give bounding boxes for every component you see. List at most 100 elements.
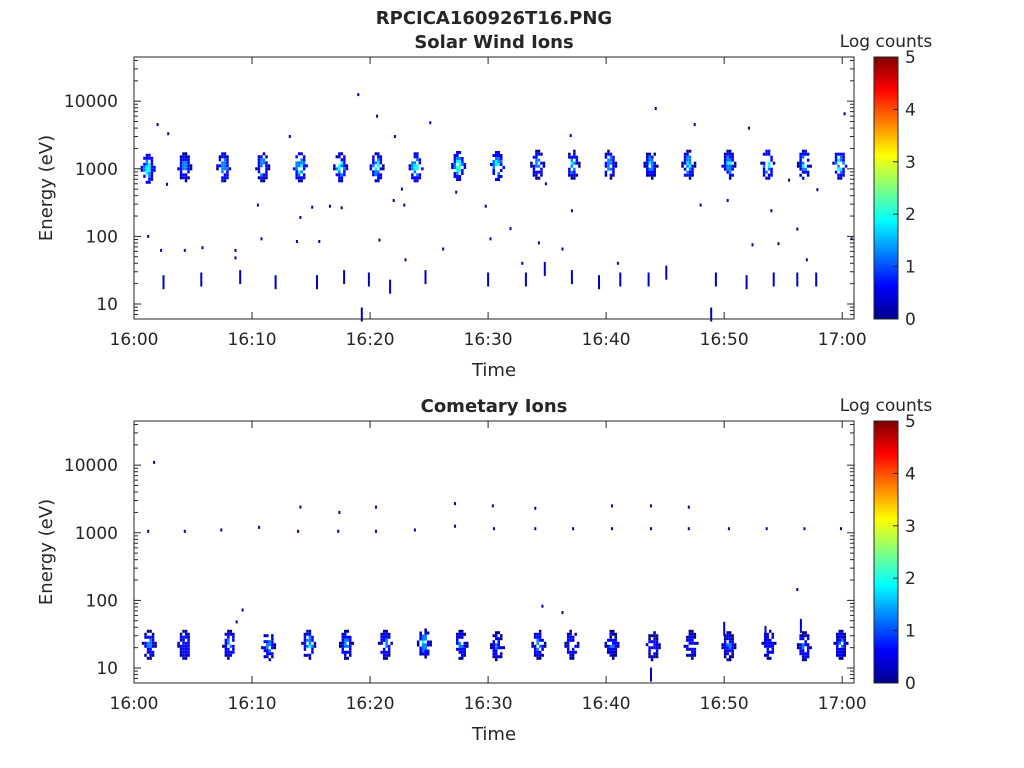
cometary-burst-cell bbox=[691, 635, 694, 639]
cometary-burst-cell bbox=[571, 638, 575, 642]
solar-wind-low-energy-mark bbox=[714, 272, 717, 287]
solar-wind-burst-cell bbox=[646, 152, 649, 156]
cometary-scatter-point bbox=[796, 588, 799, 591]
solar-wind-burst-cell bbox=[300, 161, 303, 165]
cometary-burst-cell bbox=[421, 637, 425, 641]
cometary-burst-cell bbox=[538, 638, 542, 642]
solar-wind-burst-cell bbox=[837, 158, 840, 162]
solar-wind-burst-cell bbox=[839, 152, 843, 156]
solar-wind-burst-cell bbox=[143, 174, 146, 178]
cometary-burst-cell bbox=[497, 655, 500, 659]
solar-wind-burst-cell bbox=[648, 167, 651, 171]
cometary-burst-cell bbox=[306, 629, 309, 633]
solar-wind-burst-cell bbox=[648, 161, 651, 165]
cometary-burst-cell bbox=[461, 650, 464, 654]
cometary-burst-cell bbox=[424, 637, 427, 641]
solar-wind-burst-cell bbox=[221, 152, 224, 156]
solar-wind-burst-cell bbox=[150, 162, 154, 166]
solar-wind-burst-cell bbox=[382, 167, 385, 171]
solar-wind-burst-cell bbox=[762, 164, 766, 168]
solar-wind-burst-cell bbox=[456, 154, 459, 157]
cometary-burst-cell bbox=[686, 653, 689, 657]
solar-wind-burst-cell bbox=[806, 152, 810, 156]
solar-wind-burst-cell bbox=[148, 174, 151, 178]
solar-wind-burst-cell bbox=[218, 164, 222, 168]
cometary-burst-cell bbox=[146, 641, 150, 645]
solar-wind-burst-cell bbox=[411, 164, 414, 168]
cometary-burst-cell bbox=[569, 632, 572, 636]
solar-wind-burst-cell bbox=[377, 173, 380, 177]
cometary-burst-cell bbox=[424, 643, 427, 647]
solar-wind-burst-cell bbox=[731, 173, 734, 177]
solar-wind-burst-cell bbox=[416, 164, 419, 168]
cometary-scatter-point bbox=[534, 506, 537, 510]
solar-wind-burst-cell bbox=[369, 164, 373, 168]
solar-wind-scatter-point bbox=[147, 234, 150, 238]
cometary-burst-cell bbox=[308, 644, 312, 648]
cometary-burst-cell bbox=[229, 632, 233, 636]
cometary-burst-cell bbox=[841, 629, 844, 633]
cometary-scatter-point bbox=[299, 505, 302, 509]
solar-wind-burst-cell bbox=[723, 158, 727, 162]
solar-wind-burst-cell bbox=[260, 173, 263, 177]
cometary-burst-cell bbox=[227, 647, 230, 651]
solar-wind-burst-cell bbox=[226, 164, 229, 168]
solar-wind-burst-cell bbox=[770, 158, 773, 162]
cometary-burst-cell bbox=[266, 640, 269, 644]
cometary-burst-cell bbox=[497, 631, 500, 635]
cometary-burst-cell bbox=[382, 632, 386, 636]
cometary-burst-cell bbox=[311, 638, 314, 642]
cometary-burst-cell bbox=[645, 643, 649, 647]
solar-wind-burst-cell bbox=[612, 164, 615, 168]
cometary-burst-cell bbox=[569, 635, 572, 639]
solar-wind-low-energy-mark bbox=[745, 275, 748, 290]
solar-wind-burst-cell bbox=[463, 166, 467, 169]
solar-wind-burst-cell bbox=[379, 176, 383, 180]
solar-wind-burst-cell bbox=[184, 179, 188, 183]
cometary-burst-cell bbox=[769, 629, 772, 633]
solar-wind-burst-cell bbox=[767, 164, 771, 168]
cometary-burst-cell bbox=[658, 646, 661, 650]
solar-wind-burst-cell bbox=[497, 154, 500, 157]
cometary-burst-cell bbox=[184, 635, 188, 639]
solar-wind-burst-cell bbox=[187, 155, 190, 159]
cometary-scatter-point bbox=[337, 529, 340, 533]
solar-wind-burst-cell bbox=[343, 158, 346, 162]
cometary-burst-cell bbox=[382, 653, 386, 657]
solar-wind-burst-cell bbox=[379, 158, 383, 162]
cometary-burst-cell bbox=[344, 644, 347, 648]
solar-wind-burst-cell bbox=[573, 176, 576, 180]
solar-wind-burst-cell bbox=[837, 173, 840, 177]
solar-wind-burst-cell bbox=[607, 164, 610, 168]
cometary-burst-cell bbox=[271, 634, 274, 638]
cometary-burst-cell bbox=[801, 655, 805, 659]
solar-wind-burst-cell bbox=[495, 157, 498, 160]
cometary-burst-cell bbox=[771, 644, 774, 648]
solar-wind-burst-cell bbox=[767, 176, 771, 180]
cometary-burst-cell bbox=[761, 641, 764, 645]
solar-wind-heatmap bbox=[140, 93, 853, 322]
cometary-burst-cell bbox=[177, 641, 180, 645]
solar-wind-burst-cell bbox=[683, 167, 687, 171]
solar-wind-burst-cell bbox=[226, 167, 229, 171]
solar-wind-burst-cell bbox=[681, 164, 684, 168]
cometary-burst-cell bbox=[385, 644, 388, 648]
cometary-burst-cell bbox=[227, 629, 230, 633]
solar-wind-burst-cell bbox=[416, 155, 419, 159]
solar-wind-burst-cell bbox=[265, 167, 268, 171]
solar-wind-burst-cell bbox=[453, 157, 457, 160]
cometary-burst bbox=[339, 629, 354, 660]
solar-wind-burst-cell bbox=[648, 152, 651, 156]
cometary-burst-cell bbox=[306, 653, 309, 657]
solar-wind-burst-cell bbox=[651, 170, 654, 174]
solar-wind-burst-cell bbox=[681, 161, 684, 165]
solar-wind-burst-cell bbox=[612, 155, 615, 159]
solar-wind-burst-cell bbox=[265, 176, 268, 180]
solar-wind-burst-cell bbox=[382, 164, 385, 168]
cometary-burst bbox=[490, 631, 505, 662]
figure-filename-title: RPCICA160926T16.PNG bbox=[376, 8, 612, 29]
cometary-y-label: Energy (eV) bbox=[36, 499, 57, 605]
cometary-burst-cell bbox=[653, 640, 656, 644]
cometary-burst-cell bbox=[564, 641, 567, 645]
